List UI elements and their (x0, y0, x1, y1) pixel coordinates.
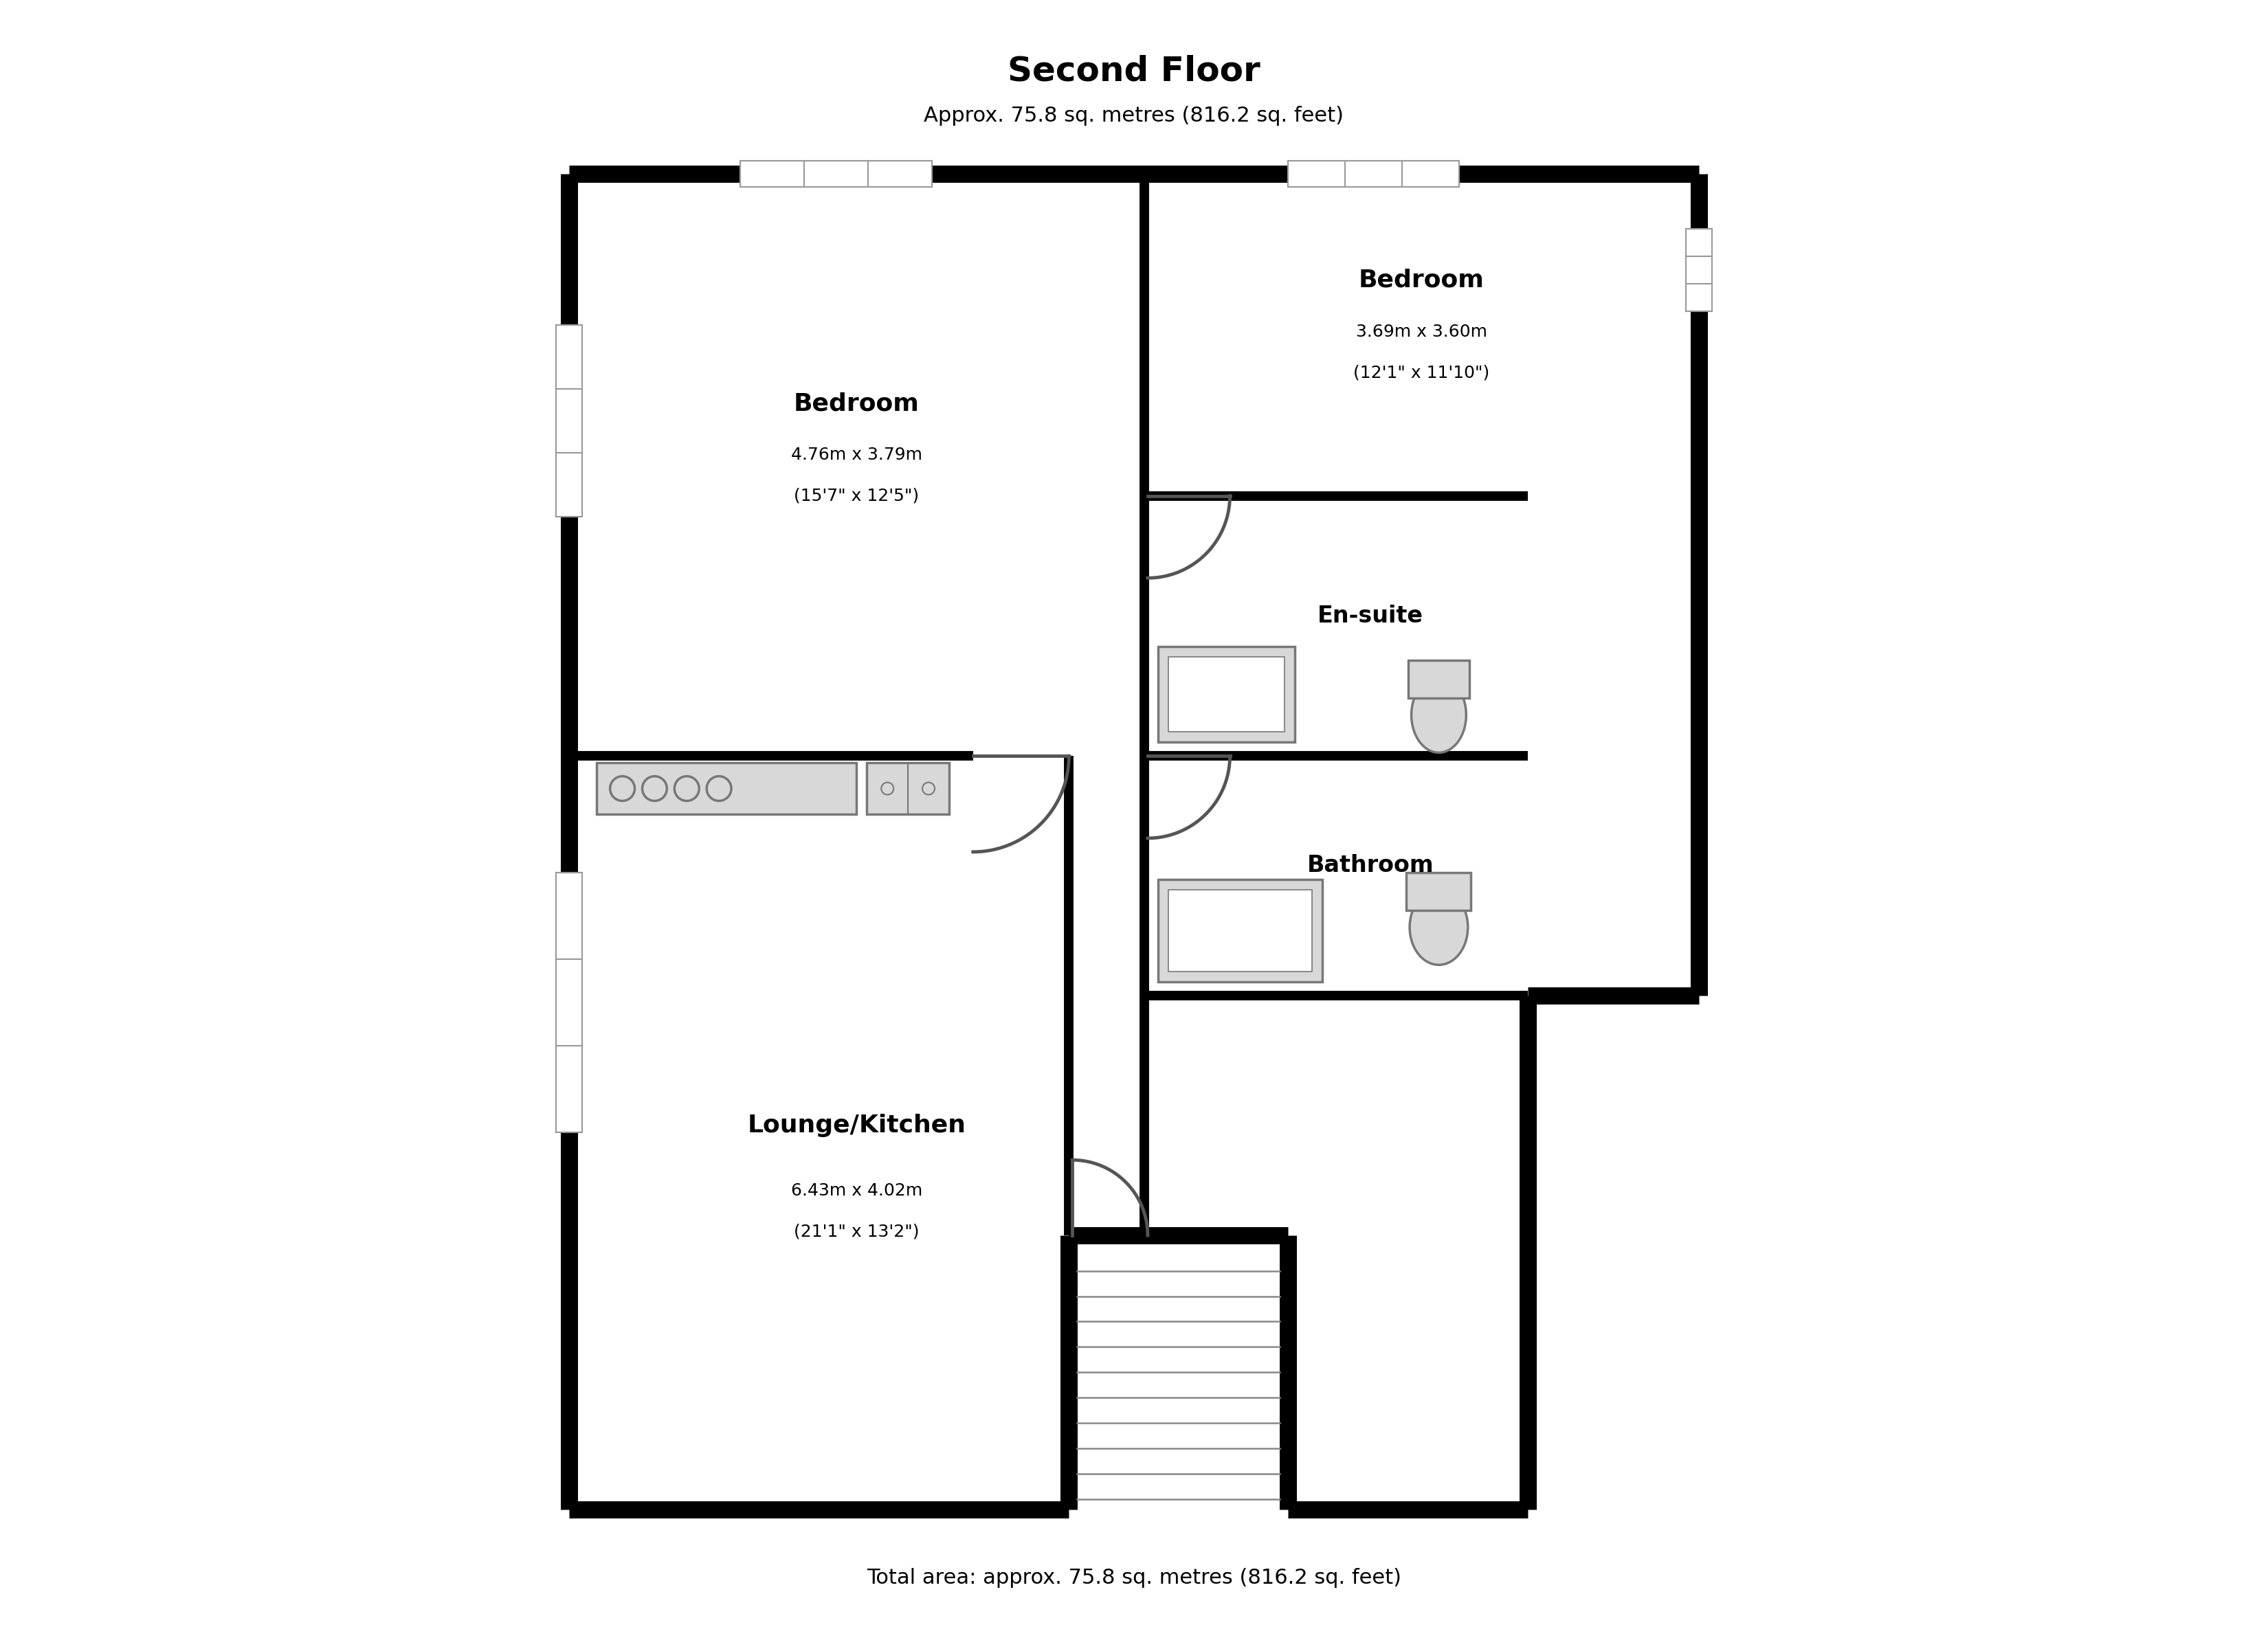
Bar (1168, 656, 1284, 732)
Text: (21'1" x 13'2"): (21'1" x 13'2") (794, 1224, 919, 1240)
Ellipse shape (1411, 889, 1467, 965)
Text: Bedroom: Bedroom (1359, 269, 1486, 292)
Text: Second Floor: Second Floor (1007, 54, 1261, 87)
Bar (556, 872, 583, 1133)
Text: (12'1" x 11'10"): (12'1" x 11'10") (1354, 364, 1490, 381)
Bar (556, 325, 583, 516)
Bar (596, 763, 857, 815)
Bar (1159, 879, 1322, 983)
Text: Approx. 75.8 sq. metres (816.2 sq. feet): Approx. 75.8 sq. metres (816.2 sq. feet) (923, 106, 1345, 125)
Bar (1406, 872, 1472, 910)
Text: Bedroom: Bedroom (794, 392, 919, 416)
Text: Lounge/Kitchen: Lounge/Kitchen (748, 1115, 966, 1138)
Bar (1168, 889, 1313, 971)
Text: Total area: approx. 75.8 sq. metres (816.2 sq. feet): Total area: approx. 75.8 sq. metres (816… (866, 1568, 1402, 1588)
Ellipse shape (1411, 678, 1465, 752)
Bar (1408, 660, 1470, 698)
Bar (739, 162, 932, 186)
Bar (866, 763, 948, 815)
Bar (1288, 162, 1458, 186)
Text: 6.43m x 4.02m: 6.43m x 4.02m (792, 1182, 923, 1199)
Text: 3.69m x 3.60m: 3.69m x 3.60m (1356, 323, 1488, 340)
Text: (15'7" x 12'5"): (15'7" x 12'5") (794, 488, 919, 505)
Text: Bathroom: Bathroom (1306, 854, 1433, 877)
Bar (1685, 229, 1712, 312)
Bar (1159, 646, 1295, 742)
Text: En-suite: En-suite (1318, 604, 1424, 627)
Text: 4.76m x 3.79m: 4.76m x 3.79m (792, 447, 923, 463)
